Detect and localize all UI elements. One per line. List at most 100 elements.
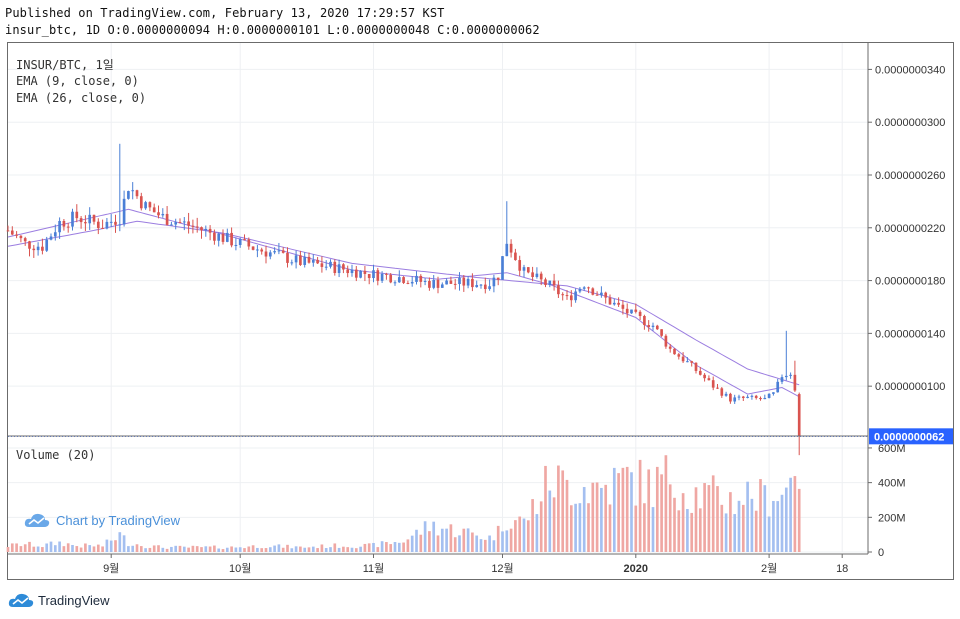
candle (333, 259, 337, 276)
volume-bar (664, 455, 668, 552)
candle-body (423, 280, 427, 282)
candle-body (36, 246, 40, 251)
candle-body (75, 211, 79, 219)
volume-bar (101, 546, 104, 552)
footer-brand[interactable]: TradingView (8, 592, 110, 608)
candle (453, 278, 457, 290)
candle-body (729, 393, 732, 402)
candle (772, 392, 775, 396)
candle (703, 373, 706, 382)
candle (397, 270, 401, 283)
candle-body (139, 196, 143, 209)
candle-body (707, 378, 711, 381)
candle-body (514, 252, 517, 261)
candle-body (19, 235, 23, 239)
candle-body (462, 277, 466, 286)
candle (66, 222, 70, 233)
volume-bar (729, 492, 732, 552)
candle-body (509, 243, 513, 253)
candle (445, 278, 448, 285)
candle (557, 280, 560, 298)
volume-bar (32, 546, 36, 552)
candle (410, 276, 414, 287)
candle (449, 276, 453, 285)
candle-body (475, 285, 479, 288)
candle-body (458, 277, 461, 285)
candle-body (152, 207, 156, 213)
volume-bar (170, 546, 173, 552)
volume-tick-label: 200M (878, 512, 906, 524)
volume-bar (479, 539, 483, 552)
candle (694, 362, 698, 374)
candle-body (148, 202, 152, 208)
candle-body (217, 233, 221, 241)
candle (591, 287, 595, 296)
volume-bar (772, 500, 775, 552)
candle-body (174, 222, 178, 225)
candle (406, 280, 410, 285)
candle (793, 360, 797, 392)
volume-bar (797, 488, 801, 552)
volume-bar (294, 546, 298, 552)
volume-bar (131, 545, 135, 552)
candle-body (428, 280, 431, 288)
candle (625, 303, 629, 318)
candle (152, 203, 156, 213)
candle-body (290, 262, 294, 264)
candle (251, 246, 255, 251)
candle-body (402, 277, 405, 283)
cloud-logo-icon (24, 513, 50, 527)
volume-bar (165, 548, 169, 552)
candle (496, 277, 500, 286)
candle-body (342, 264, 345, 270)
volume-bar (230, 546, 233, 552)
candle (746, 394, 749, 399)
candle-body (6, 230, 10, 232)
volume-bar (256, 547, 259, 552)
volume-bar (630, 472, 633, 552)
candle (367, 273, 371, 285)
candle (578, 287, 582, 294)
volume-bar (251, 545, 255, 552)
volume-bar (612, 467, 616, 552)
price-tick-label: 0.0000000260 (875, 170, 945, 182)
volume-bar (569, 505, 573, 552)
volume-bar (741, 504, 745, 552)
candle-body (445, 280, 448, 285)
candle-body (101, 228, 104, 230)
candle-body (131, 190, 135, 192)
candle (260, 247, 264, 255)
volume-bar (552, 497, 556, 552)
candle (432, 275, 436, 290)
candle (174, 218, 178, 230)
volume-bar (544, 465, 547, 552)
candle (286, 247, 289, 268)
volume-bar (518, 516, 522, 552)
candle-body (449, 280, 453, 284)
candle (475, 280, 479, 288)
candle-body (376, 270, 380, 281)
volume-bar (432, 521, 436, 552)
candle-body (41, 246, 44, 251)
volume-bar (754, 510, 758, 552)
candle (651, 322, 655, 331)
watermark-text: Chart by TradingView (56, 512, 181, 528)
candle-body (243, 239, 246, 241)
chart-frame[interactable] (7, 42, 954, 580)
candle-body (741, 396, 745, 398)
volume-bar (591, 482, 595, 552)
candle-body (234, 244, 238, 246)
candle (337, 259, 341, 278)
candle-body (385, 273, 388, 275)
candle-body (638, 311, 642, 317)
candle (673, 348, 676, 355)
candle-body (582, 287, 586, 289)
candle (505, 201, 509, 257)
candle-body (767, 393, 771, 398)
candle-body (268, 252, 272, 257)
candle (436, 276, 440, 294)
volume-bar (711, 475, 715, 552)
candle-body (440, 284, 444, 288)
candle-body (182, 221, 186, 223)
